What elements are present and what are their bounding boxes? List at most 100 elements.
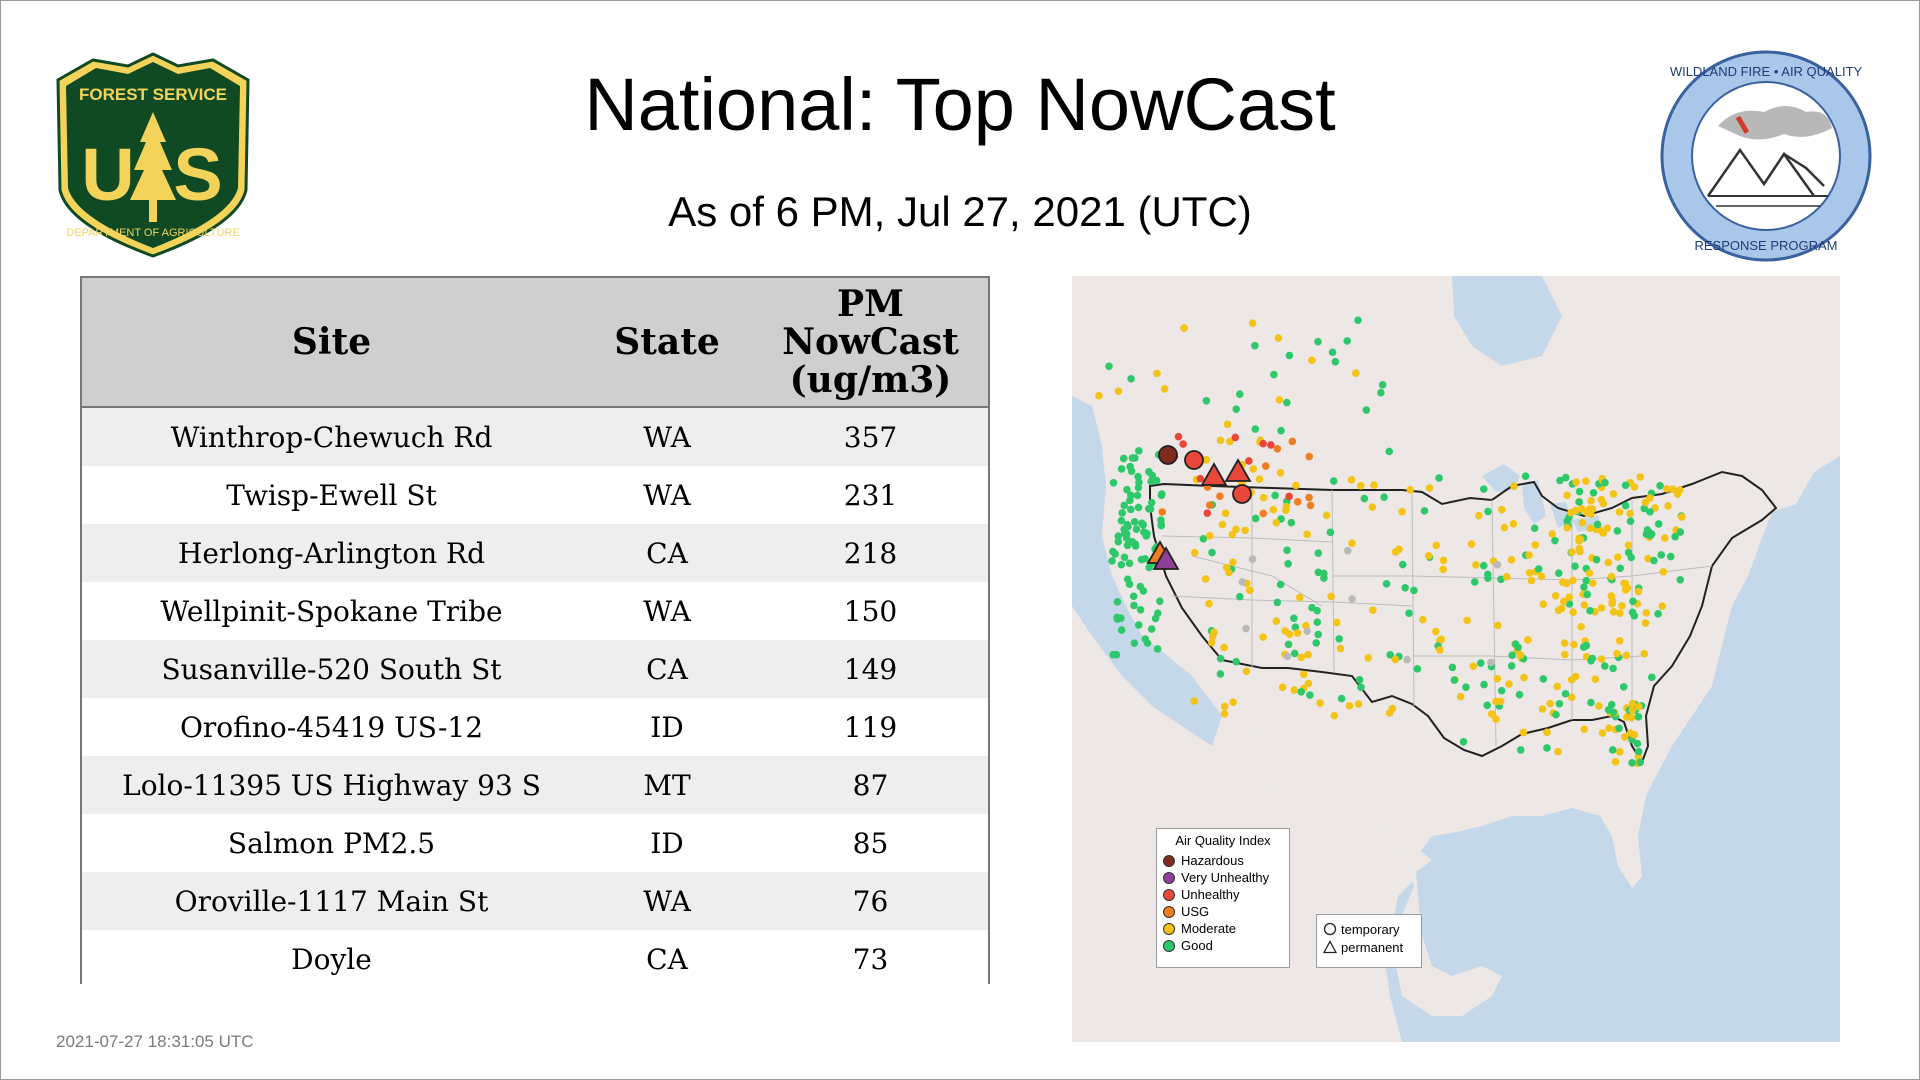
monitor-marker [1609,607,1618,616]
monitor-marker [1312,639,1321,647]
monitor-marker [1362,406,1371,414]
monitor-marker [1275,396,1284,404]
monitor-marker [1304,679,1313,688]
monitor-marker [1220,702,1229,711]
monitor-marker [1125,559,1134,568]
monitor-marker [1479,561,1488,570]
legend-label: permanent [1341,939,1404,955]
site-cell: Oroville-1117 Main St [82,872,581,930]
monitor-marker [1134,503,1143,512]
monitor-marker [1255,475,1264,483]
monitor-marker [1500,523,1509,532]
monitor-marker [1117,626,1126,634]
monitor-marker [1259,633,1267,641]
monitor-marker [1668,485,1677,493]
svg-text:S: S [173,133,222,216]
monitor-marker [1582,576,1591,585]
monitor-marker [1551,536,1559,545]
monitor-marker [1579,643,1588,651]
monitor-marker [1510,482,1518,490]
monitor-marker [1241,526,1249,535]
legend-item: Good [1157,937,1289,954]
monitor-marker [1600,662,1609,670]
monitor-marker [1205,599,1213,608]
monitor-marker [1291,623,1300,631]
top-site-marker [1200,462,1228,486]
legend-label: Moderate [1181,921,1236,936]
monitor-marker [1355,676,1364,684]
monitor-marker [1487,658,1495,667]
monitor-marker [1290,686,1298,694]
value-cell: 149 [753,640,988,698]
monitor-marker [1615,508,1624,516]
monitor-marker [1377,388,1385,397]
circle-icon [1323,922,1337,936]
monitor-marker [1479,485,1488,493]
monitor-marker [1401,583,1409,592]
monitor-marker [1543,728,1551,737]
logo-top-text: WILDLAND FIRE • AIR QUALITY [1670,64,1863,79]
monitor-marker [1568,548,1576,557]
monitor-marker [1634,713,1643,721]
monitor-marker [1118,509,1127,517]
monitor-marker [1232,657,1240,666]
monitor-marker [1539,600,1548,609]
monitor-marker [1673,490,1682,498]
monitor-marker [1656,481,1664,490]
monitor-marker [1597,604,1606,612]
state-cell: ID [581,814,753,872]
nowcast-header-line: PM [837,283,904,325]
monitor-marker [1220,643,1228,652]
monitor-marker [1505,680,1513,688]
legend-swatch [1163,905,1175,918]
monitor-marker [1530,524,1539,533]
logo-bottom-text: DEPARTMENT OF AGRICULTURE [66,227,239,239]
monitor-marker [1179,440,1187,448]
monitor-marker [1608,599,1616,608]
monitor-marker [1525,551,1533,559]
monitor-marker [1220,710,1229,718]
monitor-marker [1109,547,1117,556]
legend-swatch [1163,888,1175,901]
monitor-marker [1148,471,1157,480]
monitor-marker [1248,555,1257,563]
monitor-marker [1105,362,1113,371]
monitor-marker [1575,536,1583,545]
monitor-marker [1567,693,1576,702]
monitor-marker [1202,396,1211,405]
monitor-marker [1122,530,1131,538]
monitor-marker [1450,676,1459,684]
monitor-marker [1516,746,1525,754]
nowcast-header-line: NowCast [782,321,959,363]
monitor-marker [1646,508,1654,516]
monitor-marker [1348,539,1356,548]
monitor-marker [1642,530,1651,538]
monitor-marker [1248,319,1257,328]
monitor-marker [1588,505,1597,514]
monitor-marker [1199,534,1208,543]
monitor-marker [1343,337,1351,345]
monitor-marker [1267,441,1275,449]
monitor-marker [1222,563,1231,572]
monitor-marker [1657,551,1666,559]
monitor-marker [1368,503,1377,511]
monitor-marker [1525,569,1534,577]
monitor-marker [1580,583,1588,592]
legend-label: Hazardous [1181,853,1244,868]
monitor-marker [1628,706,1637,714]
table-row: Doyle CA 73 [82,930,988,988]
monitor-marker [1135,447,1143,455]
monitor-marker [1316,699,1324,707]
monitor-marker [1613,527,1622,535]
monitor-marker [1205,501,1214,510]
monitor-marker [1575,487,1584,496]
monitor-marker [1153,645,1162,653]
monitor-marker [1615,637,1624,645]
monitor-marker [1554,569,1563,577]
monitor-marker [1395,545,1403,554]
monitor-marker [1251,514,1260,523]
value-cell: 73 [753,930,988,988]
monitor-marker [1147,498,1156,507]
monitor-marker [1283,546,1291,555]
monitor-marker [1577,504,1586,513]
